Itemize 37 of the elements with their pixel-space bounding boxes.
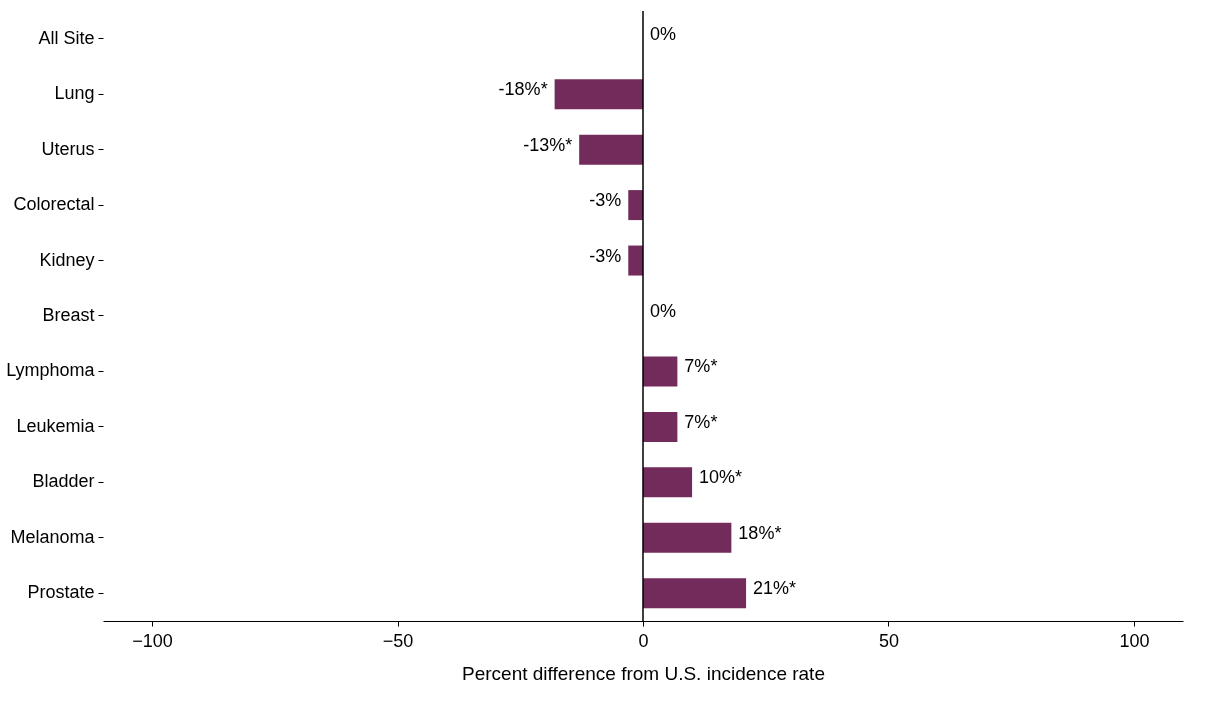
data-label: -13%* [523,134,573,155]
bar [643,411,678,442]
data-label: 21%* [753,578,797,599]
bar [628,190,643,221]
x-tick-label: 0 [638,630,649,651]
bar [643,522,732,553]
data-label: -3% [589,245,622,266]
y-tick-label: Melanoma [10,526,96,547]
bar [579,134,643,165]
bar [643,578,747,609]
y-tick-label: Uterus [41,138,95,159]
y-tick-label: Leukemia [16,415,96,436]
data-label: 0% [650,301,677,321]
y-tick-label: Bladder [32,471,95,492]
y-tick-label: Colorectal [13,194,95,215]
data-label: 0% [650,23,677,44]
bar [628,245,643,276]
y-tick-label: Lymphoma [6,360,96,381]
data-label: 10%* [699,467,743,488]
data-label: 7%* [684,356,718,377]
x-tick-label: −100 [132,630,173,651]
data-label: -18%* [498,79,548,100]
data-label: 7%* [684,411,718,432]
x-tick-label: 50 [878,630,899,651]
y-tick-label: Breast [42,305,95,325]
y-tick-label: All Site [38,27,95,48]
x-tick-label: 100 [1119,630,1150,651]
y-tick-label: Lung [54,83,95,104]
data-label: 18%* [738,522,782,543]
bar [643,356,678,387]
x-tick-label: −50 [382,630,414,651]
data-label: -3% [589,190,622,211]
bar [643,467,693,498]
bar [554,79,643,110]
y-tick-label: Prostate [27,582,95,603]
x-axis-title: Percent difference from U.S. incidence rate [462,662,825,684]
y-tick-label: Kidney [39,249,95,270]
